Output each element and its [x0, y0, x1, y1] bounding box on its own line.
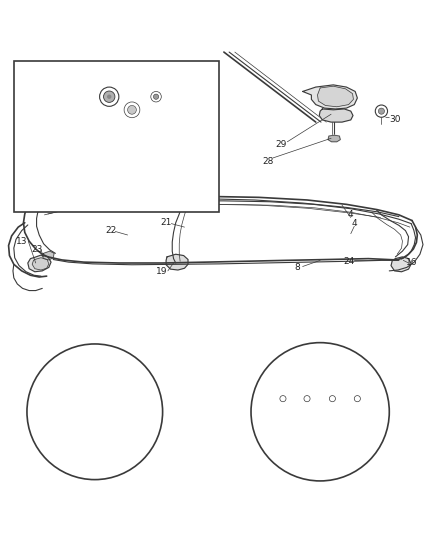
Circle shape	[124, 102, 140, 118]
Polygon shape	[252, 405, 381, 429]
Polygon shape	[65, 387, 134, 405]
Circle shape	[328, 395, 335, 402]
Circle shape	[107, 94, 111, 99]
Polygon shape	[166, 254, 187, 270]
Polygon shape	[327, 135, 339, 142]
Polygon shape	[251, 390, 383, 413]
Circle shape	[279, 395, 286, 402]
Text: 6: 6	[96, 176, 102, 185]
Polygon shape	[19, 102, 30, 111]
Polygon shape	[28, 255, 51, 272]
Polygon shape	[141, 88, 163, 103]
Polygon shape	[65, 108, 80, 126]
Polygon shape	[28, 145, 39, 152]
Circle shape	[353, 395, 360, 402]
Polygon shape	[38, 390, 89, 401]
Text: 19: 19	[155, 267, 167, 276]
Polygon shape	[32, 258, 49, 270]
Polygon shape	[57, 406, 138, 425]
Polygon shape	[62, 407, 135, 424]
Polygon shape	[79, 152, 90, 155]
Circle shape	[127, 106, 136, 114]
Text: 2: 2	[132, 384, 138, 393]
Polygon shape	[71, 390, 131, 403]
Polygon shape	[390, 257, 410, 272]
Text: 30: 30	[388, 116, 399, 124]
Text: 13: 13	[16, 237, 28, 246]
Text: 8: 8	[294, 263, 300, 272]
Polygon shape	[100, 92, 118, 102]
Circle shape	[99, 87, 119, 107]
Circle shape	[150, 92, 161, 102]
Polygon shape	[42, 251, 54, 260]
Text: 28: 28	[261, 157, 273, 166]
Polygon shape	[28, 87, 49, 107]
Text: 16: 16	[406, 259, 417, 268]
Circle shape	[27, 344, 162, 480]
Polygon shape	[63, 101, 87, 130]
Text: 5: 5	[122, 184, 128, 193]
Polygon shape	[317, 86, 353, 107]
Circle shape	[251, 343, 389, 481]
Text: 29: 29	[275, 140, 286, 149]
Text: 23: 23	[31, 245, 42, 254]
Text: 1: 1	[34, 395, 39, 405]
Polygon shape	[29, 101, 44, 114]
Circle shape	[378, 108, 384, 114]
Text: 3: 3	[132, 416, 138, 425]
Text: 22: 22	[105, 226, 117, 235]
Text: 4: 4	[347, 211, 353, 220]
Polygon shape	[40, 83, 123, 106]
Polygon shape	[57, 126, 71, 146]
Circle shape	[303, 395, 309, 402]
Text: 24: 24	[342, 257, 353, 266]
Text: 17: 17	[161, 185, 172, 195]
Polygon shape	[258, 393, 375, 412]
Circle shape	[374, 105, 387, 117]
Text: 21: 21	[160, 218, 171, 227]
Circle shape	[103, 91, 115, 102]
Polygon shape	[318, 109, 352, 122]
Polygon shape	[252, 417, 377, 429]
Text: 4: 4	[351, 219, 356, 228]
Text: 18: 18	[66, 196, 77, 205]
Bar	[14, 61, 219, 212]
Text: 25: 25	[289, 381, 300, 390]
Polygon shape	[302, 85, 357, 109]
Polygon shape	[118, 87, 163, 106]
Circle shape	[153, 94, 158, 99]
